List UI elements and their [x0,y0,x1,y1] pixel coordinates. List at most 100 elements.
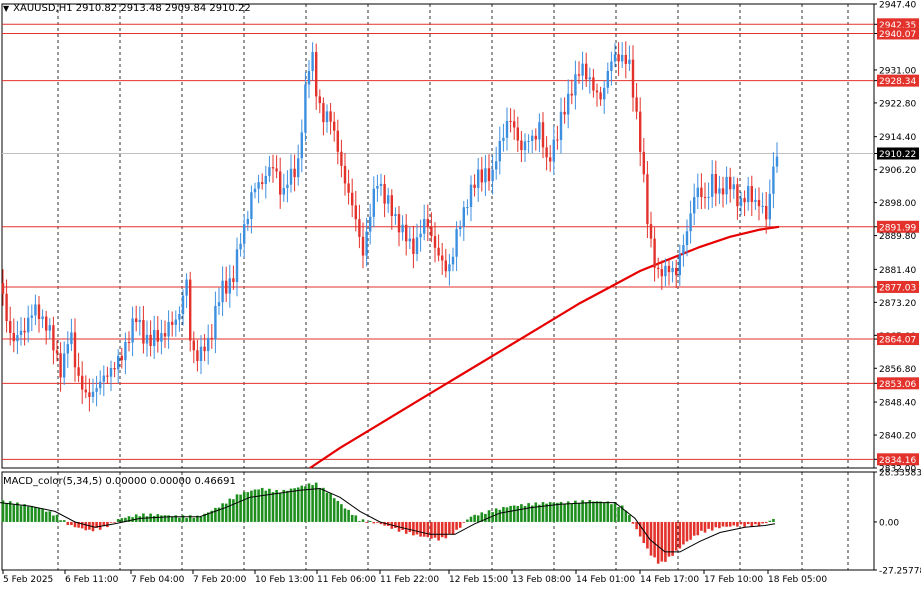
candle-body [667,265,671,273]
x-tick-label: 10 Feb 13:00 [255,575,314,585]
y-tick-label: 2881.40 [879,266,916,276]
candle-body [135,318,138,323]
macd-histogram-bar [401,521,404,531]
x-tick-label: 17 Feb 10:00 [704,575,763,585]
y-tick-label: 2848.40 [879,399,916,409]
candle-body [405,224,408,242]
candle-body [505,120,509,138]
candle-body [343,165,347,184]
macd-histogram-bar [628,515,631,522]
macd-histogram-bar [707,521,710,529]
macd-histogram-bar [512,505,516,522]
macd-histogram-bar [304,486,307,522]
macd-histogram-bar [620,505,624,522]
candle-body [671,267,674,273]
macd-histogram-bar [674,521,678,551]
y-tick-label: 2856.80 [879,365,916,375]
candle-body [124,341,127,361]
candle-body [207,337,210,352]
macd-histogram-bar [347,509,350,522]
macd-histogram-bar [120,518,124,522]
candle-body [30,315,33,318]
macd-histogram-bar [264,490,268,522]
candle-body [63,353,66,378]
macd-histogram-bar [228,498,232,522]
candle-body [624,55,627,64]
macd-histogram-bar [700,521,703,531]
macd-histogram-bar [66,521,70,525]
candle-body [59,353,62,378]
macd-histogram-bar [282,489,286,522]
candle-body [45,316,48,331]
candle-body [210,337,213,340]
macd-histogram-bar [307,483,311,522]
candle-body [286,184,289,189]
triangle-down-icon[interactable]: ▼ [3,4,10,13]
macd-histogram-bar [437,521,440,541]
candle-body [196,350,199,362]
macd-histogram-bar [329,493,332,522]
candle-body [595,90,599,93]
candle-body [660,269,663,277]
candle-body [311,52,314,72]
candle-body [451,256,455,265]
candle-body [606,70,609,88]
y-tick-label: 2873.20 [879,299,916,309]
x-tick-label: 18 Feb 05:00 [768,575,827,585]
x-tick-label: 14 Feb 17:00 [640,575,699,585]
candle-body [484,168,487,183]
candle-body [768,193,771,220]
candle-body [689,213,692,232]
candle-body [9,321,12,333]
candle-body [329,111,332,122]
macd-histogram-bar [624,510,628,522]
macd-histogram-bar [116,519,120,522]
candle-body [376,185,379,189]
candle-body [772,166,775,194]
macd-histogram-bar [649,521,653,556]
candle-body [426,218,429,227]
candle-body [729,176,732,190]
macd-histogram-bar [242,491,246,522]
macd-histogram-bar [476,515,480,522]
macd-histogram-bar [160,515,163,522]
macd-histogram-bar [16,502,19,522]
level-price-tag [877,27,919,40]
macd-histogram-bar [696,521,700,536]
candle-body [415,237,419,254]
macd-histogram-bar [23,504,26,522]
candle-body [235,249,239,283]
candle-body [448,264,451,272]
candle-body [480,169,483,183]
macd-histogram-bar [26,506,30,522]
candle-body [19,330,23,336]
candle-body [394,214,397,216]
candle-body [84,389,87,393]
y-tick-label: 2947.40 [879,1,916,11]
macd-histogram-bar [757,521,761,527]
candle-body [570,93,573,96]
candle-body [556,139,559,141]
candle-body [167,321,170,337]
chart-info-header: ▼ XAUUSD,H1 2910.82 2913.48 2909.84 2910.… [3,3,251,14]
candle-body [91,391,95,397]
x-tick-label: 11 Feb 06:00 [317,575,376,585]
candle-body [387,195,390,204]
macd-histogram-bar [419,521,422,537]
macd-histogram-bar [322,487,325,522]
macd-histogram-bar [718,521,721,529]
x-tick-label: 14 Feb 01:00 [576,575,635,585]
macd-histogram-bar [505,507,509,522]
candle-body [232,278,235,283]
macd-histogram-bar [566,501,570,522]
candle-body [156,330,159,342]
candle-body [109,368,113,377]
macd-histogram-bar [1,500,5,522]
macd-histogram-bar [289,488,293,522]
macd-histogram-bar [70,521,73,526]
candle-body [635,97,638,112]
candle-body [581,63,584,76]
candle-body [588,77,591,80]
macd-histogram-bar [80,521,84,529]
